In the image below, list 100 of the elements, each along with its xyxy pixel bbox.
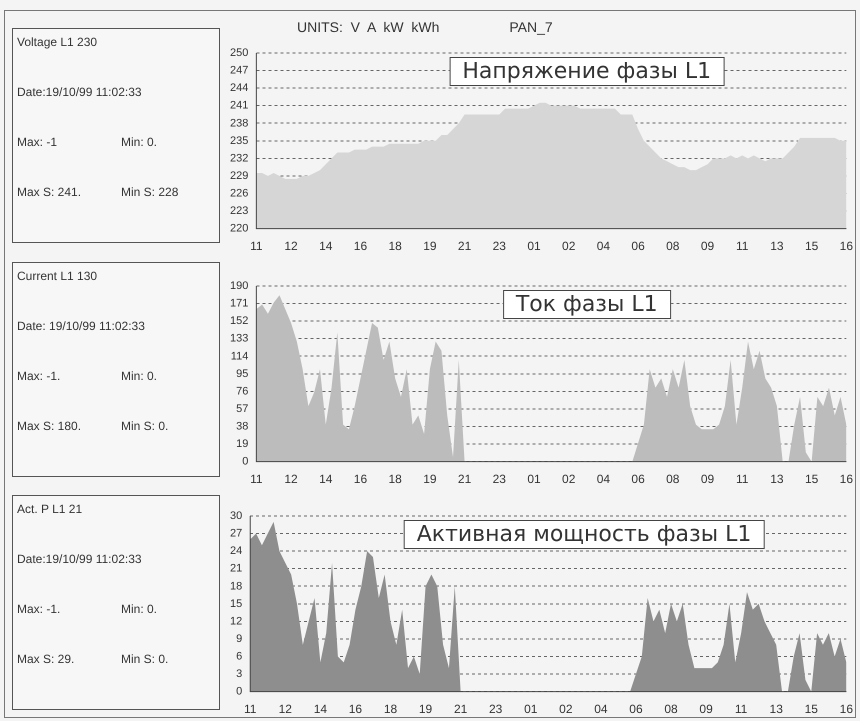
text: Date: 19/10/99 11:02:33 <box>17 319 145 333</box>
x-tick-label: 12 <box>284 472 298 486</box>
x-tick-label: 12 <box>284 239 298 254</box>
x-tick-label: 13 <box>770 239 784 254</box>
text: UNITS: V A kW kWh <box>297 19 440 35</box>
x-tick-label: 15 <box>804 472 819 486</box>
text: Date:19/10/99 11:02:33 <box>17 85 142 99</box>
y-tick-label: 15 <box>230 598 242 610</box>
text: Min S: 0. <box>121 652 168 666</box>
x-tick-label: 23 <box>492 239 506 254</box>
x-tick-label: 23 <box>489 702 503 716</box>
x-tick-label: 14 <box>319 239 333 254</box>
x-tick-label: 14 <box>319 472 333 486</box>
y-tick-label: 76 <box>236 385 248 398</box>
y-tick-label: 9 <box>236 632 242 645</box>
x-tick-label: 09 <box>700 472 715 486</box>
x-tick-label: 14 <box>314 702 328 716</box>
y-tick-label: 19 <box>236 438 248 450</box>
x-tick-label: 11 <box>734 702 748 716</box>
x-tick-label: 04 <box>594 702 608 716</box>
text: Min S: 0. <box>121 419 168 433</box>
x-tick-label: 01 <box>527 472 541 486</box>
text: Max: -1 <box>17 135 58 149</box>
y-tick-label: 226 <box>230 188 248 200</box>
y-tick-label: 247 <box>230 64 248 77</box>
x-tick-label: 16 <box>840 472 854 486</box>
y-tick-label: 57 <box>236 402 248 415</box>
y-tick-label: 6 <box>236 650 242 663</box>
chart-title: Активная мощность фазы L1 <box>404 520 764 549</box>
x-tick-label: 12 <box>278 702 292 716</box>
y-tick-label: 133 <box>230 332 248 345</box>
text: Min: 0. <box>121 369 158 383</box>
chart-title: Напряжение фазы L1 <box>449 57 724 86</box>
y-tick-label: 21 <box>230 562 242 575</box>
x-tick-label: 06 <box>629 702 643 716</box>
y-tick-label: 220 <box>230 222 248 235</box>
x-tick-label: 18 <box>388 472 402 486</box>
y-tick-label: 95 <box>236 368 248 380</box>
x-tick-label: 09 <box>699 702 714 716</box>
x-tick-label: 21 <box>458 472 472 486</box>
y-tick-label: 38 <box>236 420 248 433</box>
text: Max S: 241. <box>17 185 82 199</box>
y-tick-label: 229 <box>230 170 248 182</box>
text: Max: -1. <box>17 369 60 383</box>
y-tick-label: 114 <box>230 350 248 362</box>
x-tick-label: 02 <box>562 472 576 486</box>
y-tick-label: 30 <box>230 510 242 522</box>
x-tick-label: 08 <box>666 239 680 254</box>
text: Max S: 29. <box>17 652 74 666</box>
text: Max S: 180. <box>17 419 82 433</box>
y-tick-label: 241 <box>230 100 248 112</box>
x-tick-label: 11 <box>736 239 749 254</box>
text: Voltage L1 230 <box>17 35 98 49</box>
x-tick-label: 19 <box>423 239 437 254</box>
y-tick-label: 0 <box>242 456 248 468</box>
y-tick-label: 238 <box>230 117 248 130</box>
y-tick-label: 18 <box>230 580 242 592</box>
x-tick-label: 02 <box>559 702 573 716</box>
x-tick-label: 02 <box>562 239 576 254</box>
x-tick-label: 15 <box>804 239 819 254</box>
y-tick-label: 24 <box>230 545 242 558</box>
y-tick-label: 171 <box>230 298 248 310</box>
x-tick-label: 09 <box>700 239 715 254</box>
x-tick-label: 21 <box>458 239 472 254</box>
text: Date:19/10/99 11:02:33 <box>17 552 142 566</box>
x-tick-label: 11 <box>244 702 257 716</box>
x-tick-label: 16 <box>348 702 362 716</box>
x-tick-label: 18 <box>384 702 398 716</box>
x-tick-label: 08 <box>664 702 678 716</box>
chart-title: Ток фазы L1 <box>502 290 671 319</box>
text: Min: 0. <box>121 602 158 616</box>
x-tick-label: 16 <box>354 472 368 486</box>
x-tick-label: 04 <box>596 239 610 254</box>
y-tick-label: 12 <box>230 615 242 628</box>
text: Max: -1. <box>17 602 60 616</box>
x-tick-label: 04 <box>596 472 610 486</box>
text: Min S: 228 <box>121 185 178 199</box>
x-tick-label: 16 <box>840 702 854 716</box>
x-tick-label: 11 <box>736 472 749 486</box>
y-tick-label: 244 <box>230 82 248 94</box>
x-tick-label: 21 <box>454 702 468 716</box>
y-tick-label: 152 <box>230 315 248 328</box>
text: Act. P L1 21 <box>17 502 82 516</box>
text: Min: 0. <box>121 135 158 149</box>
x-tick-label: 13 <box>770 472 784 486</box>
x-tick-label: 06 <box>631 472 646 486</box>
x-tick-label: 01 <box>527 239 541 254</box>
x-tick-label: 01 <box>524 702 538 716</box>
x-tick-label: 11 <box>250 472 263 486</box>
x-tick-label: 08 <box>666 472 680 486</box>
y-tick-label: 3 <box>236 668 242 680</box>
x-tick-label: 06 <box>631 239 646 254</box>
y-tick-label: 0 <box>236 686 242 698</box>
x-tick-label: 23 <box>492 472 506 486</box>
y-tick-label: 232 <box>230 152 248 164</box>
x-tick-label: 16 <box>354 239 368 254</box>
x-tick-label: 15 <box>804 702 818 716</box>
x-tick-label: 18 <box>388 239 402 254</box>
y-tick-label: 190 <box>230 280 248 292</box>
y-tick-label: 250 <box>230 47 248 60</box>
